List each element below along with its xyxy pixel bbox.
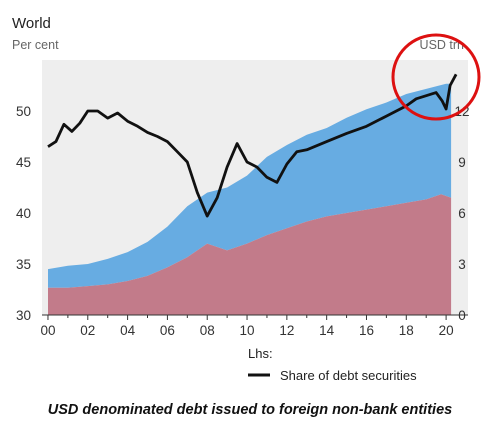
x-tick-label: 10 — [240, 323, 255, 338]
left-axis-unit: Per cent — [12, 38, 59, 52]
x-tick-label: 16 — [359, 323, 374, 338]
x-tick-label: 02 — [80, 323, 95, 338]
left-tick-label: 35 — [16, 257, 31, 272]
left-tick-label: 40 — [16, 206, 31, 221]
line-share-of-debt-securities — [47, 73, 458, 218]
area-series-upper — [48, 83, 452, 288]
right-tick-label: 6 — [458, 206, 466, 221]
chart-caption: USD denominated debt issued to foreign n… — [48, 402, 452, 418]
right-axis-unit: USD trn — [420, 38, 465, 52]
x-tick-label: 00 — [40, 323, 55, 338]
x-tick-label: 14 — [319, 323, 335, 338]
right-tick-label: 0 — [458, 308, 466, 323]
legend-entry: Share of debt securities — [280, 368, 417, 383]
left-tick-label: 45 — [16, 155, 31, 170]
left-tick-label: 50 — [16, 104, 31, 119]
highlight-circle — [391, 33, 481, 121]
legend-header: Lhs: — [248, 346, 273, 361]
x-tick-label: 20 — [439, 323, 454, 338]
x-tick-label: 12 — [279, 323, 294, 338]
x-tick-label: 18 — [399, 323, 414, 338]
right-tick-label: 3 — [458, 257, 466, 272]
area-series-lower — [48, 194, 452, 315]
chart-title: World — [12, 15, 51, 32]
x-tick-label: 08 — [200, 323, 215, 338]
x-tick-label: 04 — [120, 323, 136, 338]
left-tick-label: 30 — [16, 308, 31, 323]
right-tick-label: 9 — [458, 155, 466, 170]
x-tick-label: 06 — [160, 323, 175, 338]
